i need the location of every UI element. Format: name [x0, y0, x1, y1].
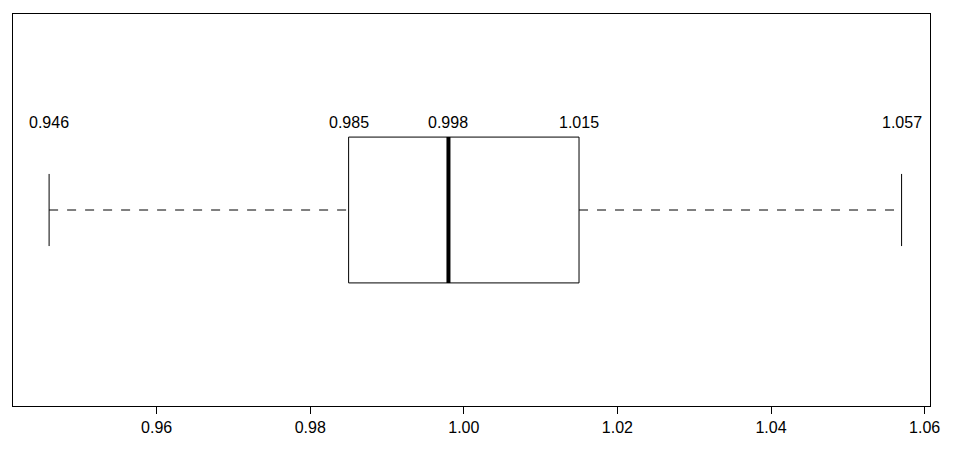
svg-text:1.02: 1.02	[602, 419, 633, 436]
svg-text:1.057: 1.057	[882, 114, 922, 131]
svg-text:0.998: 0.998	[428, 114, 468, 131]
svg-text:1.015: 1.015	[559, 114, 599, 131]
svg-text:0.96: 0.96	[141, 419, 172, 436]
svg-text:1.04: 1.04	[755, 419, 786, 436]
svg-text:1.00: 1.00	[448, 419, 479, 436]
svg-text:1.06: 1.06	[909, 419, 940, 436]
svg-text:0.98: 0.98	[295, 419, 326, 436]
svg-text:0.946: 0.946	[29, 114, 69, 131]
svg-text:0.985: 0.985	[329, 114, 369, 131]
